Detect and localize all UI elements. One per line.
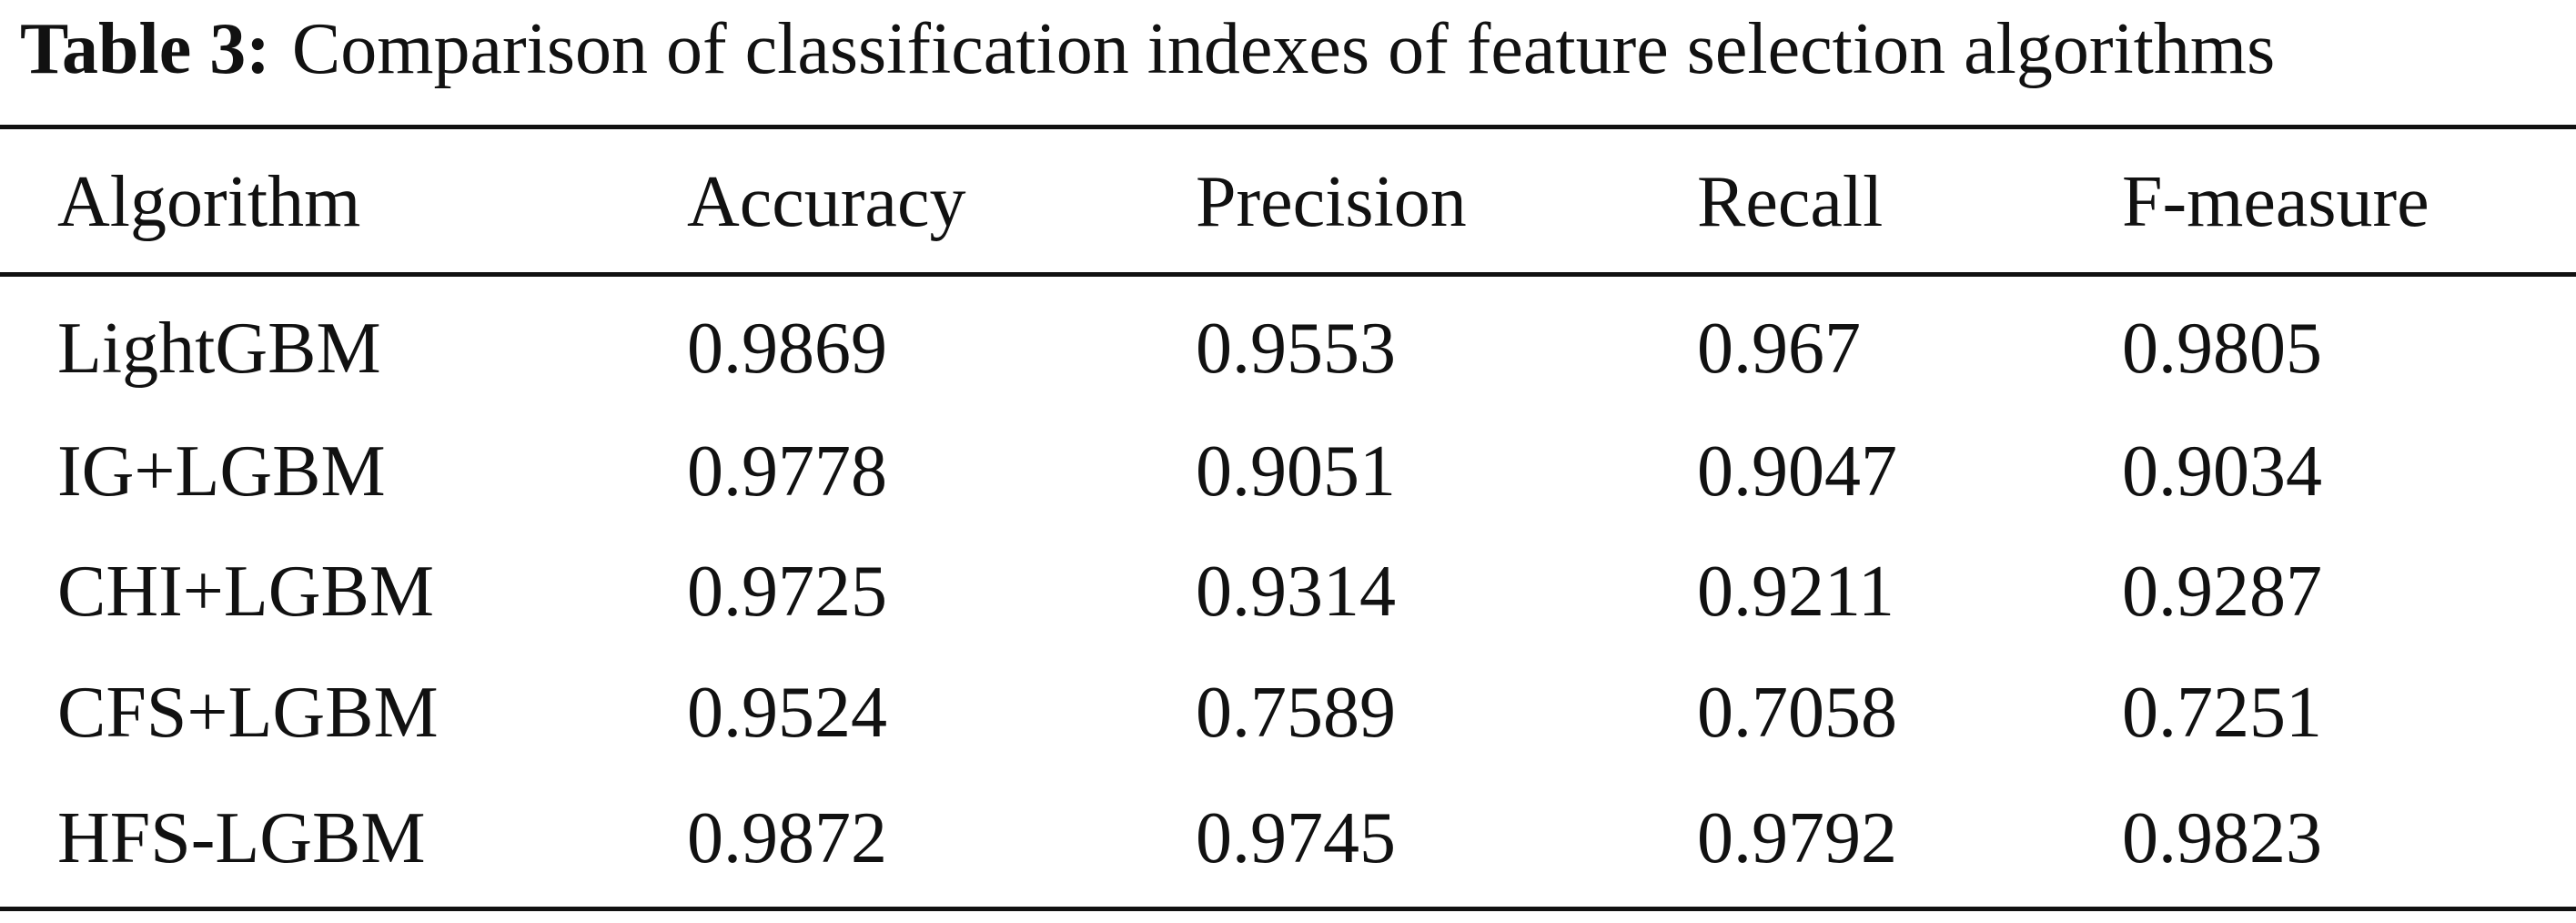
row-label: CHI+LGBM: [57, 552, 435, 632]
header-rule: [0, 272, 2576, 277]
cell: 0.9051: [1196, 431, 1396, 512]
cell: 0.9314: [1196, 552, 1396, 632]
cell: 0.9524: [687, 673, 887, 753]
top-rule: [0, 125, 2576, 129]
cell: 0.9034: [2122, 431, 2322, 512]
column-header: F-measure: [2122, 162, 2430, 242]
cell: 0.7058: [1697, 673, 1897, 753]
cell: 0.9869: [687, 309, 887, 389]
caption: Table 3: Comparison of classification ind…: [20, 13, 2275, 86]
cell: 0.9553: [1196, 309, 1396, 389]
row-label: IG+LGBM: [57, 431, 386, 512]
cell: 0.9725: [687, 552, 887, 632]
bottom-rule: [0, 907, 2576, 911]
column-header: Precision: [1196, 162, 1467, 242]
cell: 0.9778: [687, 431, 887, 512]
cell: 0.9805: [2122, 309, 2322, 389]
row-label: CFS+LGBM: [57, 673, 439, 753]
cell: 0.7251: [2122, 673, 2322, 753]
row-label: HFS-LGBM: [57, 798, 426, 878]
cell: 0.9823: [2122, 798, 2322, 878]
cell: 0.9211: [1697, 552, 1895, 632]
cell: 0.7589: [1196, 673, 1396, 753]
cell: 0.9047: [1697, 431, 1897, 512]
column-header: Algorithm: [57, 162, 361, 242]
cell: 0.9792: [1697, 798, 1897, 878]
caption-label: Table 3:: [20, 9, 270, 89]
cell: 0.967: [1697, 309, 1861, 389]
cell: 0.9872: [687, 798, 887, 878]
column-header: Recall: [1697, 162, 1884, 242]
cell: 0.9745: [1196, 798, 1396, 878]
caption-text: Comparison of classification indexes of …: [291, 9, 2276, 89]
cell: 0.9287: [2122, 552, 2322, 632]
row-label: LightGBM: [57, 309, 381, 389]
column-header: Accuracy: [687, 162, 966, 242]
